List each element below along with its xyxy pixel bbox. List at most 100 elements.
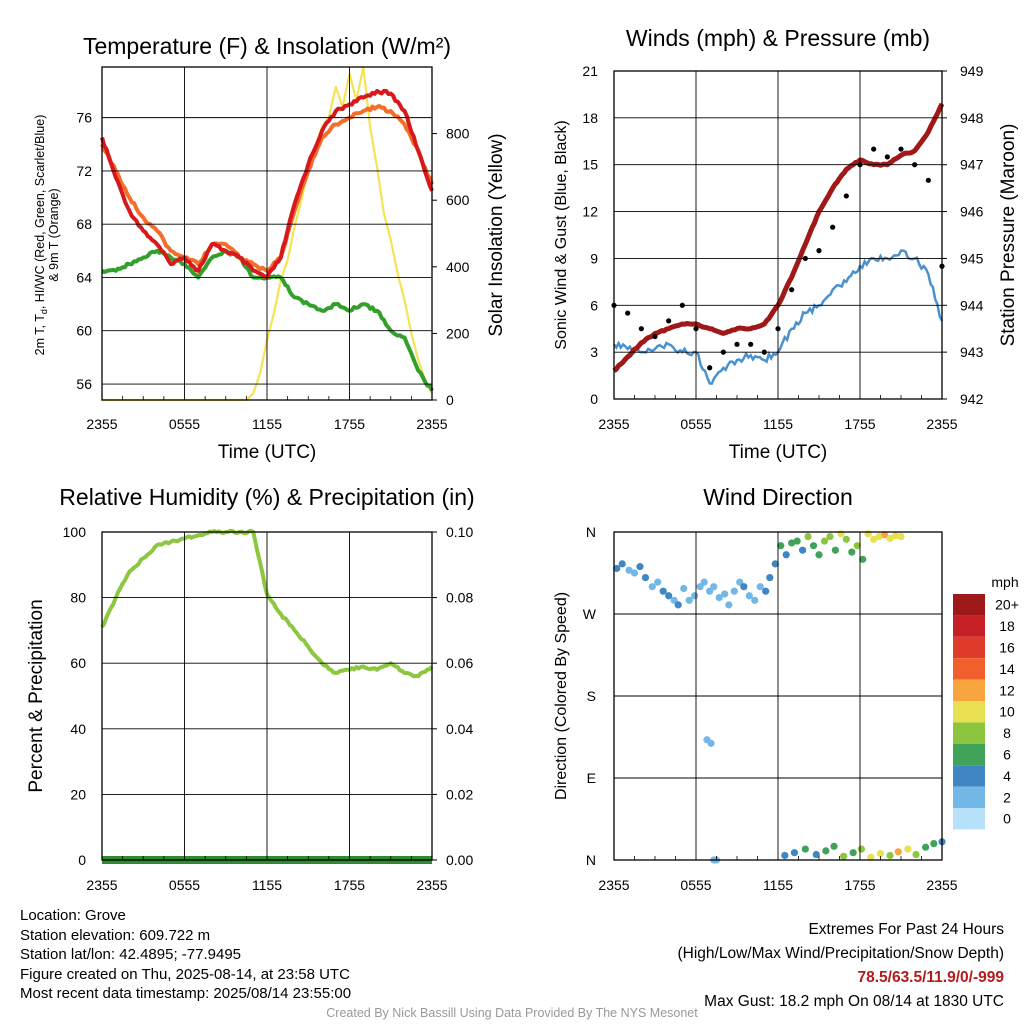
y2-tick-label: 947: [960, 157, 984, 173]
direction-point: [867, 853, 875, 861]
gust-point: [707, 365, 713, 371]
y-tick-label: 40: [70, 721, 86, 737]
x-tick-label: 2355: [416, 877, 447, 893]
extremes-title: Extremes For Past 24 Hours: [808, 921, 1004, 938]
direction-point: [771, 560, 779, 568]
x-tick-label: 2355: [86, 877, 117, 893]
direction-point: [894, 848, 902, 856]
gust-point: [652, 333, 658, 340]
direction-point: [875, 532, 883, 541]
gust-point: [789, 287, 795, 293]
direction-point: [837, 530, 845, 538]
direction-point: [710, 583, 718, 591]
direction-point: [822, 847, 830, 855]
direction-point: [848, 548, 856, 556]
legend-label: 16: [999, 640, 1015, 656]
direction-point: [857, 845, 865, 853]
direction-point: [782, 551, 790, 559]
legend-swatch: [953, 765, 985, 787]
x-tick-label: 1755: [844, 877, 875, 893]
x-tick-label: 0555: [169, 877, 200, 893]
direction-point: [659, 587, 667, 595]
y2-tick-label: 200: [446, 325, 470, 341]
legend-label: 18: [999, 618, 1015, 634]
direction-point: [897, 532, 905, 541]
y2-tick-label: 949: [960, 63, 984, 79]
y2-axis-label: Station Pressure (Maroon): [998, 124, 1019, 347]
direction-point: [641, 573, 650, 582]
direction-point: [864, 530, 872, 538]
direction-point: [707, 739, 715, 747]
x-tick-label: 2355: [598, 877, 629, 893]
extremes-box: Extremes For Past 24 Hours (High/Low/Max…: [678, 918, 1005, 1014]
gust-point: [843, 193, 849, 199]
legend-swatch: [953, 743, 985, 766]
direction-point: [654, 578, 662, 586]
direction-point: [904, 845, 912, 853]
gust-point: [816, 248, 822, 254]
elevation-text: Station elevation: 609.722 m: [20, 926, 211, 944]
location-text: Location: Grove: [20, 907, 126, 924]
legend-label: 10: [999, 704, 1015, 720]
gust-point: [830, 224, 836, 230]
x-axis-label: Time (UTC): [729, 442, 828, 463]
panel-temperature: Temperature (F) & Insolation (W/m²) 56 60…: [33, 33, 507, 463]
direction-point: [790, 849, 799, 857]
chart-title: Temperature (F) & Insolation (W/m²): [83, 33, 451, 59]
x-axis-label: Time (UTC): [218, 442, 317, 463]
direction-point: [793, 537, 801, 545]
legend-label: 2: [1003, 789, 1011, 805]
y-tick-label: S: [587, 688, 596, 704]
x-tick-label: 2355: [926, 877, 957, 893]
x-tick-label: 1155: [763, 416, 793, 432]
y-axis-label: Percent & Precipitation: [26, 599, 47, 792]
legend-swatch: [953, 808, 985, 830]
x-tick-label: 2355: [926, 416, 957, 432]
legend-swatch: [953, 594, 985, 616]
y-label-part: , HI/WC (Red, Green, Scarlet/Blue): [33, 115, 47, 310]
max-gust-text: Max Gust: 18.2 mph On 08/14 at 1830 UTC: [704, 993, 1004, 1010]
direction-point: [820, 537, 829, 545]
gust-point: [925, 177, 931, 183]
direction-point: [648, 583, 656, 591]
y2-tick-label: 800: [446, 126, 470, 142]
direction-point: [853, 542, 861, 550]
x-tick-label: 1755: [334, 877, 365, 893]
chart-title: Winds (mph) & Pressure (mb): [626, 25, 930, 51]
y-tick-label: 18: [582, 110, 598, 126]
legend-swatch: [953, 679, 985, 701]
direction-point: [721, 590, 729, 598]
y2-tick-label: 600: [446, 192, 470, 208]
y2-tick-label: 400: [446, 259, 470, 275]
direction-point: [840, 852, 848, 860]
y-tick-label: 68: [76, 216, 92, 232]
y2-tick-label: 945: [960, 250, 984, 266]
panel-humidity: Relative Humidity (%) & Precipitation (i…: [26, 484, 475, 893]
x-tick-label: 1155: [763, 877, 793, 893]
direction-point: [881, 531, 889, 539]
y-tick-label: 100: [63, 524, 87, 540]
gust-point: [748, 341, 754, 347]
y-tick-label: 12: [582, 204, 598, 220]
y-tick-label: N: [586, 852, 596, 868]
direction-point: [777, 542, 785, 550]
direction-point: [799, 546, 807, 554]
legend-swatch: [953, 786, 985, 808]
direction-point: [886, 534, 894, 542]
gust-point: [666, 318, 672, 324]
y-tick-label: N: [586, 524, 596, 540]
gust-point: [898, 146, 904, 152]
plot-frame: [613, 531, 943, 861]
y2-tick-label: 0.02: [446, 786, 473, 802]
legend-label: 14: [999, 661, 1015, 677]
legend-label: 20+: [995, 597, 1019, 613]
y-label-part: & 9m T (Orange): [47, 188, 61, 281]
legend-label: 0: [1003, 811, 1011, 827]
legend-title: mph: [991, 574, 1018, 590]
direction-point: [842, 535, 850, 543]
direction-point: [625, 566, 633, 574]
x-tick-label: 0555: [680, 416, 711, 432]
direction-point: [830, 842, 838, 850]
x-tick-label: 2355: [416, 416, 447, 432]
y2-tick-label: 0.04: [446, 721, 473, 737]
